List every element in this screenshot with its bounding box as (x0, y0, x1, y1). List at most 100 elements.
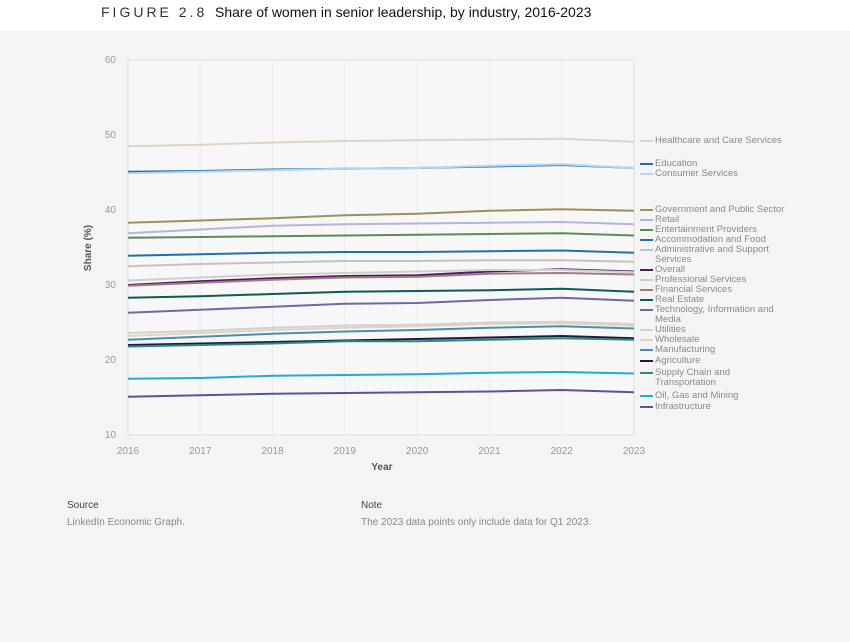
note-text: The 2023 data points only include data f… (361, 517, 592, 528)
legend-swatch (640, 339, 653, 341)
series-line-0 (127, 137, 635, 148)
x-tick-label: 2018 (261, 446, 284, 457)
series-line-5 (127, 232, 635, 239)
series-line-18 (127, 370, 635, 380)
x-tick-label: 2022 (551, 446, 574, 457)
y-tick-label: 20 (105, 355, 117, 366)
legend-swatch (640, 209, 653, 211)
legend-swatch (640, 279, 653, 281)
x-tick-label: 2016 (117, 446, 140, 457)
legend-swatch (640, 229, 653, 231)
legend-label: Administrative and Support Services (655, 244, 770, 265)
legend-label: Government and Public Sector (655, 204, 785, 215)
x-tick-label: 2019 (334, 446, 357, 457)
legend-swatch (640, 163, 653, 165)
legend-swatch (640, 219, 653, 221)
legend-item: Healthcare and Care Services (640, 136, 845, 146)
legend-label: Wholesale (655, 334, 700, 345)
series-line-3 (127, 208, 635, 224)
legend-item: Professional Services (640, 275, 845, 285)
legend-label: Education (655, 158, 698, 169)
y-axis-label: Share (%) (83, 225, 94, 271)
y-tick-label: 10 (105, 430, 117, 441)
series-line-16 (127, 334, 635, 346)
legend-item: Wholesale (640, 335, 845, 345)
legend-label: Infrastructure (655, 401, 711, 412)
legend-item: Education (640, 159, 845, 169)
y-tick-label: 50 (105, 130, 117, 141)
legend-swatch (640, 299, 653, 301)
x-axis-label: Year (371, 462, 392, 473)
legend-item: Technology, Information and Media (640, 305, 845, 325)
series-line-17 (127, 337, 635, 348)
source-heading: Source (67, 500, 99, 511)
legend-swatch (640, 140, 653, 142)
series-line-4 (127, 220, 635, 235)
x-tick-label: 2017 (189, 446, 212, 457)
series-line-11 (127, 287, 635, 299)
legend-label: Accommodation and Food (655, 234, 766, 245)
legend-item: Utilities (640, 325, 845, 335)
legend-item: Real Estate (640, 295, 845, 305)
legend-swatch (640, 269, 653, 271)
legend-label: Consumer Services (655, 168, 738, 179)
legend-item: Overall (640, 265, 845, 275)
legend-label: Oil, Gas and Mining (655, 390, 739, 401)
legend-label: Healthcare and Care Services (655, 135, 782, 146)
series-line-13 (127, 320, 635, 334)
legend-item: Supply Chain and Transportation (640, 368, 845, 388)
source-text: LinkedIn Economic Graph. (67, 517, 185, 528)
figure-number: FIGURE 2.8 (101, 4, 208, 20)
x-tick-label: 2021 (478, 446, 501, 457)
legend-swatch (640, 406, 653, 408)
legend-swatch (640, 239, 653, 241)
legend-item: Administrative and Support Services (640, 245, 845, 265)
figure-title: Share of women in senior leadership, by … (215, 4, 592, 20)
y-tick-label: 60 (105, 55, 117, 66)
legend-label: Manufacturing (655, 344, 716, 355)
legend-swatch (640, 309, 653, 311)
series-line-12 (127, 296, 635, 314)
y-tick-label: 30 (105, 280, 117, 291)
series-line-19 (127, 388, 635, 398)
legend-item: Financial Services (640, 285, 845, 295)
legend-item: Agriculture (640, 356, 845, 366)
legend-label: Supply Chain and Transportation (655, 367, 730, 388)
series-line-15 (127, 325, 635, 341)
legend-label: Real Estate (655, 294, 705, 305)
legend-item: Entertainment Providers (640, 225, 845, 235)
legend-label: Agriculture (655, 355, 701, 366)
y-tick-label: 40 (105, 205, 117, 216)
legend-item: Oil, Gas and Mining (640, 391, 845, 401)
legend-swatch (640, 249, 653, 251)
legend-swatch (640, 372, 653, 374)
legend-label: Financial Services (655, 284, 733, 295)
legend-label: Retail (655, 214, 680, 225)
legend-item: Manufacturing (640, 345, 845, 355)
legend-label: Technology, Information and Media (655, 304, 774, 325)
legend-label: Professional Services (655, 274, 747, 285)
legend-item: Retail (640, 215, 845, 225)
legend-item: Infrastructure (640, 402, 845, 412)
legend-swatch (640, 329, 653, 331)
legend-item: Consumer Services (640, 169, 845, 179)
series-line-9 (127, 269, 635, 282)
legend-label: Entertainment Providers (655, 224, 757, 235)
x-tick-label: 2023 (623, 446, 646, 457)
legend-swatch (640, 395, 653, 397)
legend-item: Government and Public Sector (640, 205, 845, 215)
legend-swatch (640, 349, 653, 351)
note-heading: Note (361, 500, 383, 511)
legend-label: Overall (655, 264, 686, 275)
legend-swatch (640, 289, 653, 291)
series-line-6 (127, 249, 635, 257)
legend-label: Utilities (655, 324, 686, 335)
series-line-2 (127, 163, 635, 175)
figure-header: FIGURE 2.8 Share of women in senior lead… (0, 0, 850, 31)
series-line-14 (127, 322, 635, 337)
series-line-10 (127, 271, 635, 287)
x-tick-label: 2020 (406, 446, 429, 457)
legend-item: Accommodation and Food (640, 235, 845, 245)
legend-swatch (640, 360, 653, 362)
